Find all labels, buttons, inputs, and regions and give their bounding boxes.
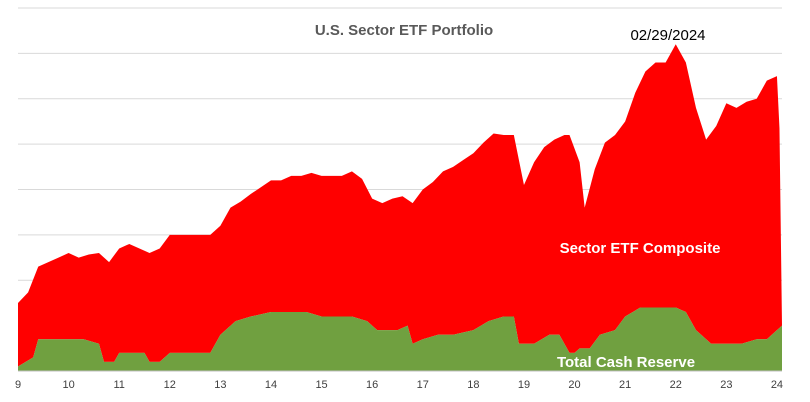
series-area-sector-etf-composite	[18, 44, 782, 367]
x-tick-label: 22	[670, 379, 682, 391]
x-tick-label: 15	[315, 379, 327, 391]
x-axis-ticks: 9 10 11 12 13 14 15 16 17 18 19 20 21 22 23 24	[15, 379, 783, 391]
x-tick-label: 10	[62, 379, 74, 391]
series-label-composite: Sector ETF Composite	[560, 240, 721, 257]
x-tick-label: 21	[619, 379, 631, 391]
x-tick-label: 16	[366, 379, 378, 391]
x-tick-label: 12	[164, 379, 176, 391]
date-label: 02/29/2024	[630, 27, 705, 44]
x-tick-label: 13	[214, 379, 226, 391]
x-tick-label: 17	[417, 379, 429, 391]
x-tick-label: 20	[568, 379, 580, 391]
series-area-total-cash-reserve	[18, 307, 782, 371]
x-tick-label: 18	[467, 379, 479, 391]
x-tick-label: 24	[771, 379, 783, 391]
x-tick-label: 11	[113, 379, 124, 391]
series-labels: Sector ETF Composite Total Cash Reserve	[557, 240, 720, 371]
series-label-cash: Total Cash Reserve	[557, 354, 695, 371]
x-tick-label: 9	[15, 379, 21, 391]
x-tick-label: 23	[720, 379, 732, 391]
area-series	[18, 44, 782, 371]
x-tick-label: 14	[265, 379, 277, 391]
chart-title: U.S. Sector ETF Portfolio	[315, 22, 493, 39]
x-tick-label: 19	[518, 379, 530, 391]
